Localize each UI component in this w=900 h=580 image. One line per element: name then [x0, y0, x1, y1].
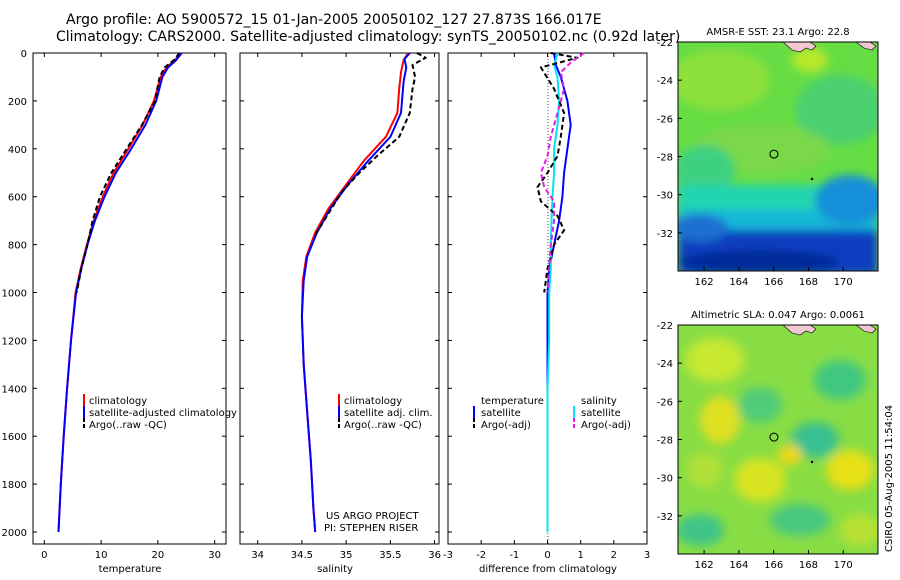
sla-map-title: Altimetric SLA: 0.047 Argo: 0.0061 — [691, 310, 865, 321]
legend-sal-argo: Argo(..raw -QC) — [344, 420, 422, 431]
x-tick-label: 34 — [251, 550, 264, 561]
sla-argo-location-marker — [769, 432, 779, 442]
depth-tick-label: 1000 — [2, 289, 27, 300]
x-tick-label: 35.5 — [379, 550, 401, 561]
difference-series — [536, 52, 585, 532]
temperature-plot-frame — [32, 52, 227, 545]
sst-argo-location-marker — [769, 149, 779, 159]
project-label: US ARGO PROJECT — [326, 511, 420, 522]
map-y-tick-label: -28 — [657, 436, 673, 447]
map-y-tick-label: -26 — [657, 114, 673, 125]
sst-map-axes: 162 164 166 168 170 -22 -24 -26 -28 -30 -32 — [657, 38, 853, 288]
x-tick-label: 34.5 — [291, 550, 313, 561]
salinity-x-axis: 34 34.5 35 35.5 36 — [240, 52, 441, 561]
map-x-tick-label: 170 — [834, 560, 853, 571]
x-tick-label: 0 — [544, 550, 550, 561]
depth-tick-label: 0 — [21, 49, 27, 60]
x-tick-label: 35 — [340, 550, 353, 561]
figure-title-line2: Climatology: CARS2000. Satellite-adjuste… — [56, 29, 681, 45]
depth-tick-label: 2000 — [2, 528, 27, 539]
map-y-tick-label: -32 — [657, 229, 673, 240]
map-x-tick-label: 164 — [729, 560, 748, 571]
series-line-temperature-argo-adj- — [536, 52, 579, 293]
sst-map-title: AMSR-E SST: 23.1 Argo: 22.8 — [706, 27, 849, 38]
legend-sal-satellite: satellite adj. clim. — [344, 408, 433, 419]
legend-temperature-header: temperature — [481, 396, 544, 407]
temperature-legend: climatology satellite-adjusted climatolo… — [83, 394, 237, 431]
map-x-tick-label: 164 — [729, 277, 748, 288]
map-y-tick-label: -30 — [657, 474, 673, 485]
map-y-tick-label: -22 — [657, 321, 673, 332]
series-line-salinity-satellite — [546, 52, 561, 532]
series-line-salinity-argo-adj- — [539, 52, 585, 293]
depth-tick-label: 800 — [8, 241, 27, 252]
series-line-satellite-adjusted-climatology — [57, 52, 183, 533]
depth-tick-label: 1400 — [2, 384, 27, 395]
legend-argo-raw: Argo(..raw -QC) — [89, 420, 167, 431]
x-tick-label: 2 — [611, 550, 617, 561]
temperature-series — [57, 52, 183, 533]
legend-temp-argo: Argo(-adj) — [481, 420, 531, 431]
legend-salinity-header: salinity — [581, 396, 617, 407]
depth-tick-label: 1200 — [2, 336, 27, 347]
legend-sal-argo-diff: Argo(-adj) — [581, 420, 631, 431]
difference-xlabel: difference from climatology — [479, 564, 617, 575]
x-tick-label: 10 — [95, 550, 108, 561]
depth-tick-label: 600 — [8, 193, 27, 204]
depth-tick-label: 1600 — [2, 432, 27, 443]
map-y-tick-label: -24 — [657, 359, 673, 370]
temperature-x-axis: 0 10 20 30 — [33, 52, 226, 561]
x-tick-label: -3 — [443, 550, 453, 561]
x-tick-label: 1 — [577, 550, 583, 561]
map-x-tick-label: 166 — [764, 277, 783, 288]
map-x-tick-label: 168 — [799, 277, 818, 288]
series-line-argo-raw-qc- — [314, 52, 427, 236]
depth-axis: 0 200 400 600 800 1000 1200 1400 1600 1800 2000 — [2, 49, 27, 539]
map-x-tick-label: 168 — [799, 560, 818, 571]
map-y-tick-label: -24 — [657, 76, 673, 87]
map-x-tick-label: 166 — [764, 560, 783, 571]
sla-map — [678, 325, 878, 554]
x-tick-label: -2 — [476, 550, 486, 561]
figure-title-line1: Argo profile: AO 5900572_15 01-Jan-2005 … — [66, 12, 602, 28]
map-x-tick-label: 162 — [695, 277, 714, 288]
map-y-tick-label: -28 — [657, 153, 673, 164]
map-y-tick-label: -22 — [657, 38, 673, 49]
salinity-xlabel: salinity — [317, 564, 353, 575]
sst-map — [678, 42, 878, 271]
x-tick-label: 30 — [208, 550, 221, 561]
sla-float-track-dot — [810, 460, 814, 464]
x-tick-label: 20 — [152, 550, 165, 561]
depth-tick-label: 1800 — [2, 480, 27, 491]
map-y-tick-label: -32 — [657, 512, 673, 523]
map-y-tick-label: -26 — [657, 397, 673, 408]
legend-sal-climatology: climatology — [344, 396, 402, 407]
legend-climatology: climatology — [89, 396, 147, 407]
x-tick-label: 36 — [428, 550, 441, 561]
salinity-series — [300, 52, 427, 533]
map-y-tick-label: -30 — [657, 191, 673, 202]
depth-tick-label: 200 — [8, 97, 27, 108]
series-line-satellite-adj-clim- — [300, 52, 411, 533]
x-tick-label: 3 — [644, 550, 650, 561]
legend-satellite-adjusted: satellite-adjusted climatology — [89, 408, 237, 419]
map-x-tick-label: 170 — [834, 277, 853, 288]
x-tick-label: -1 — [509, 550, 519, 561]
map-x-tick-label: 162 — [695, 560, 714, 571]
difference-x-axis: -3 -2 -1 0 1 2 3 — [443, 52, 650, 561]
difference-legend: temperature satellite Argo(-adj) salinit… — [473, 396, 631, 431]
x-tick-label: 0 — [41, 550, 47, 561]
series-line-argo-raw-qc- — [75, 52, 181, 293]
sst-float-track-dot — [810, 177, 814, 181]
sla-map-axes: 162 164 166 168 170 -22 -24 -26 -28 -30 -32 — [657, 321, 853, 571]
salinity-legend: climatology satellite adj. clim. Argo(..… — [338, 394, 433, 431]
depth-tick-label: 400 — [8, 145, 27, 156]
pi-label: PI: STEPHEN RISER — [324, 523, 418, 534]
legend-sal-satellite-diff: satellite — [581, 408, 621, 419]
temperature-xlabel: temperature — [99, 564, 162, 575]
legend-temp-satellite: satellite — [481, 408, 521, 419]
salinity-plot-frame — [239, 52, 440, 545]
